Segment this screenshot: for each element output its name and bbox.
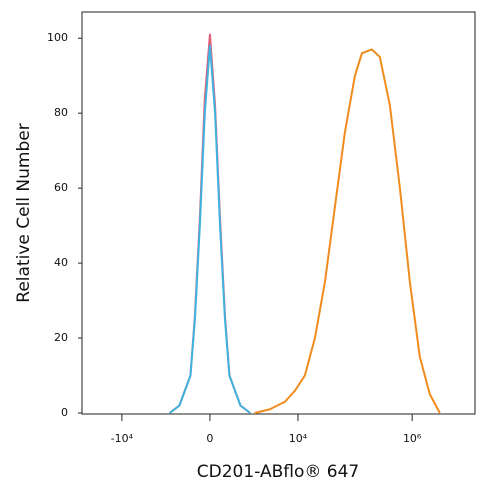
- histogram-line: [169, 33, 251, 414]
- y-tick-label: 40: [54, 256, 68, 269]
- y-tick-label: 20: [54, 331, 68, 344]
- x-tick-label: 10⁴: [289, 432, 308, 445]
- x-tick-label: 0: [206, 432, 213, 445]
- y-tick-label: 60: [54, 181, 68, 194]
- y-tick-label: 80: [54, 106, 68, 119]
- y-tick-label: 100: [47, 31, 68, 44]
- plot-frame: [81, 11, 476, 415]
- x-axis-title: CD201-ABflo® 647: [197, 462, 359, 482]
- x-tick-label: 10⁶: [403, 432, 422, 445]
- x-tick-label: -10⁴: [111, 432, 134, 445]
- y-axis-title: Relative Cell Number: [14, 123, 34, 302]
- histogram-line: [169, 44, 251, 414]
- histogram-line: [254, 48, 441, 414]
- y-tick-label: 0: [61, 406, 68, 419]
